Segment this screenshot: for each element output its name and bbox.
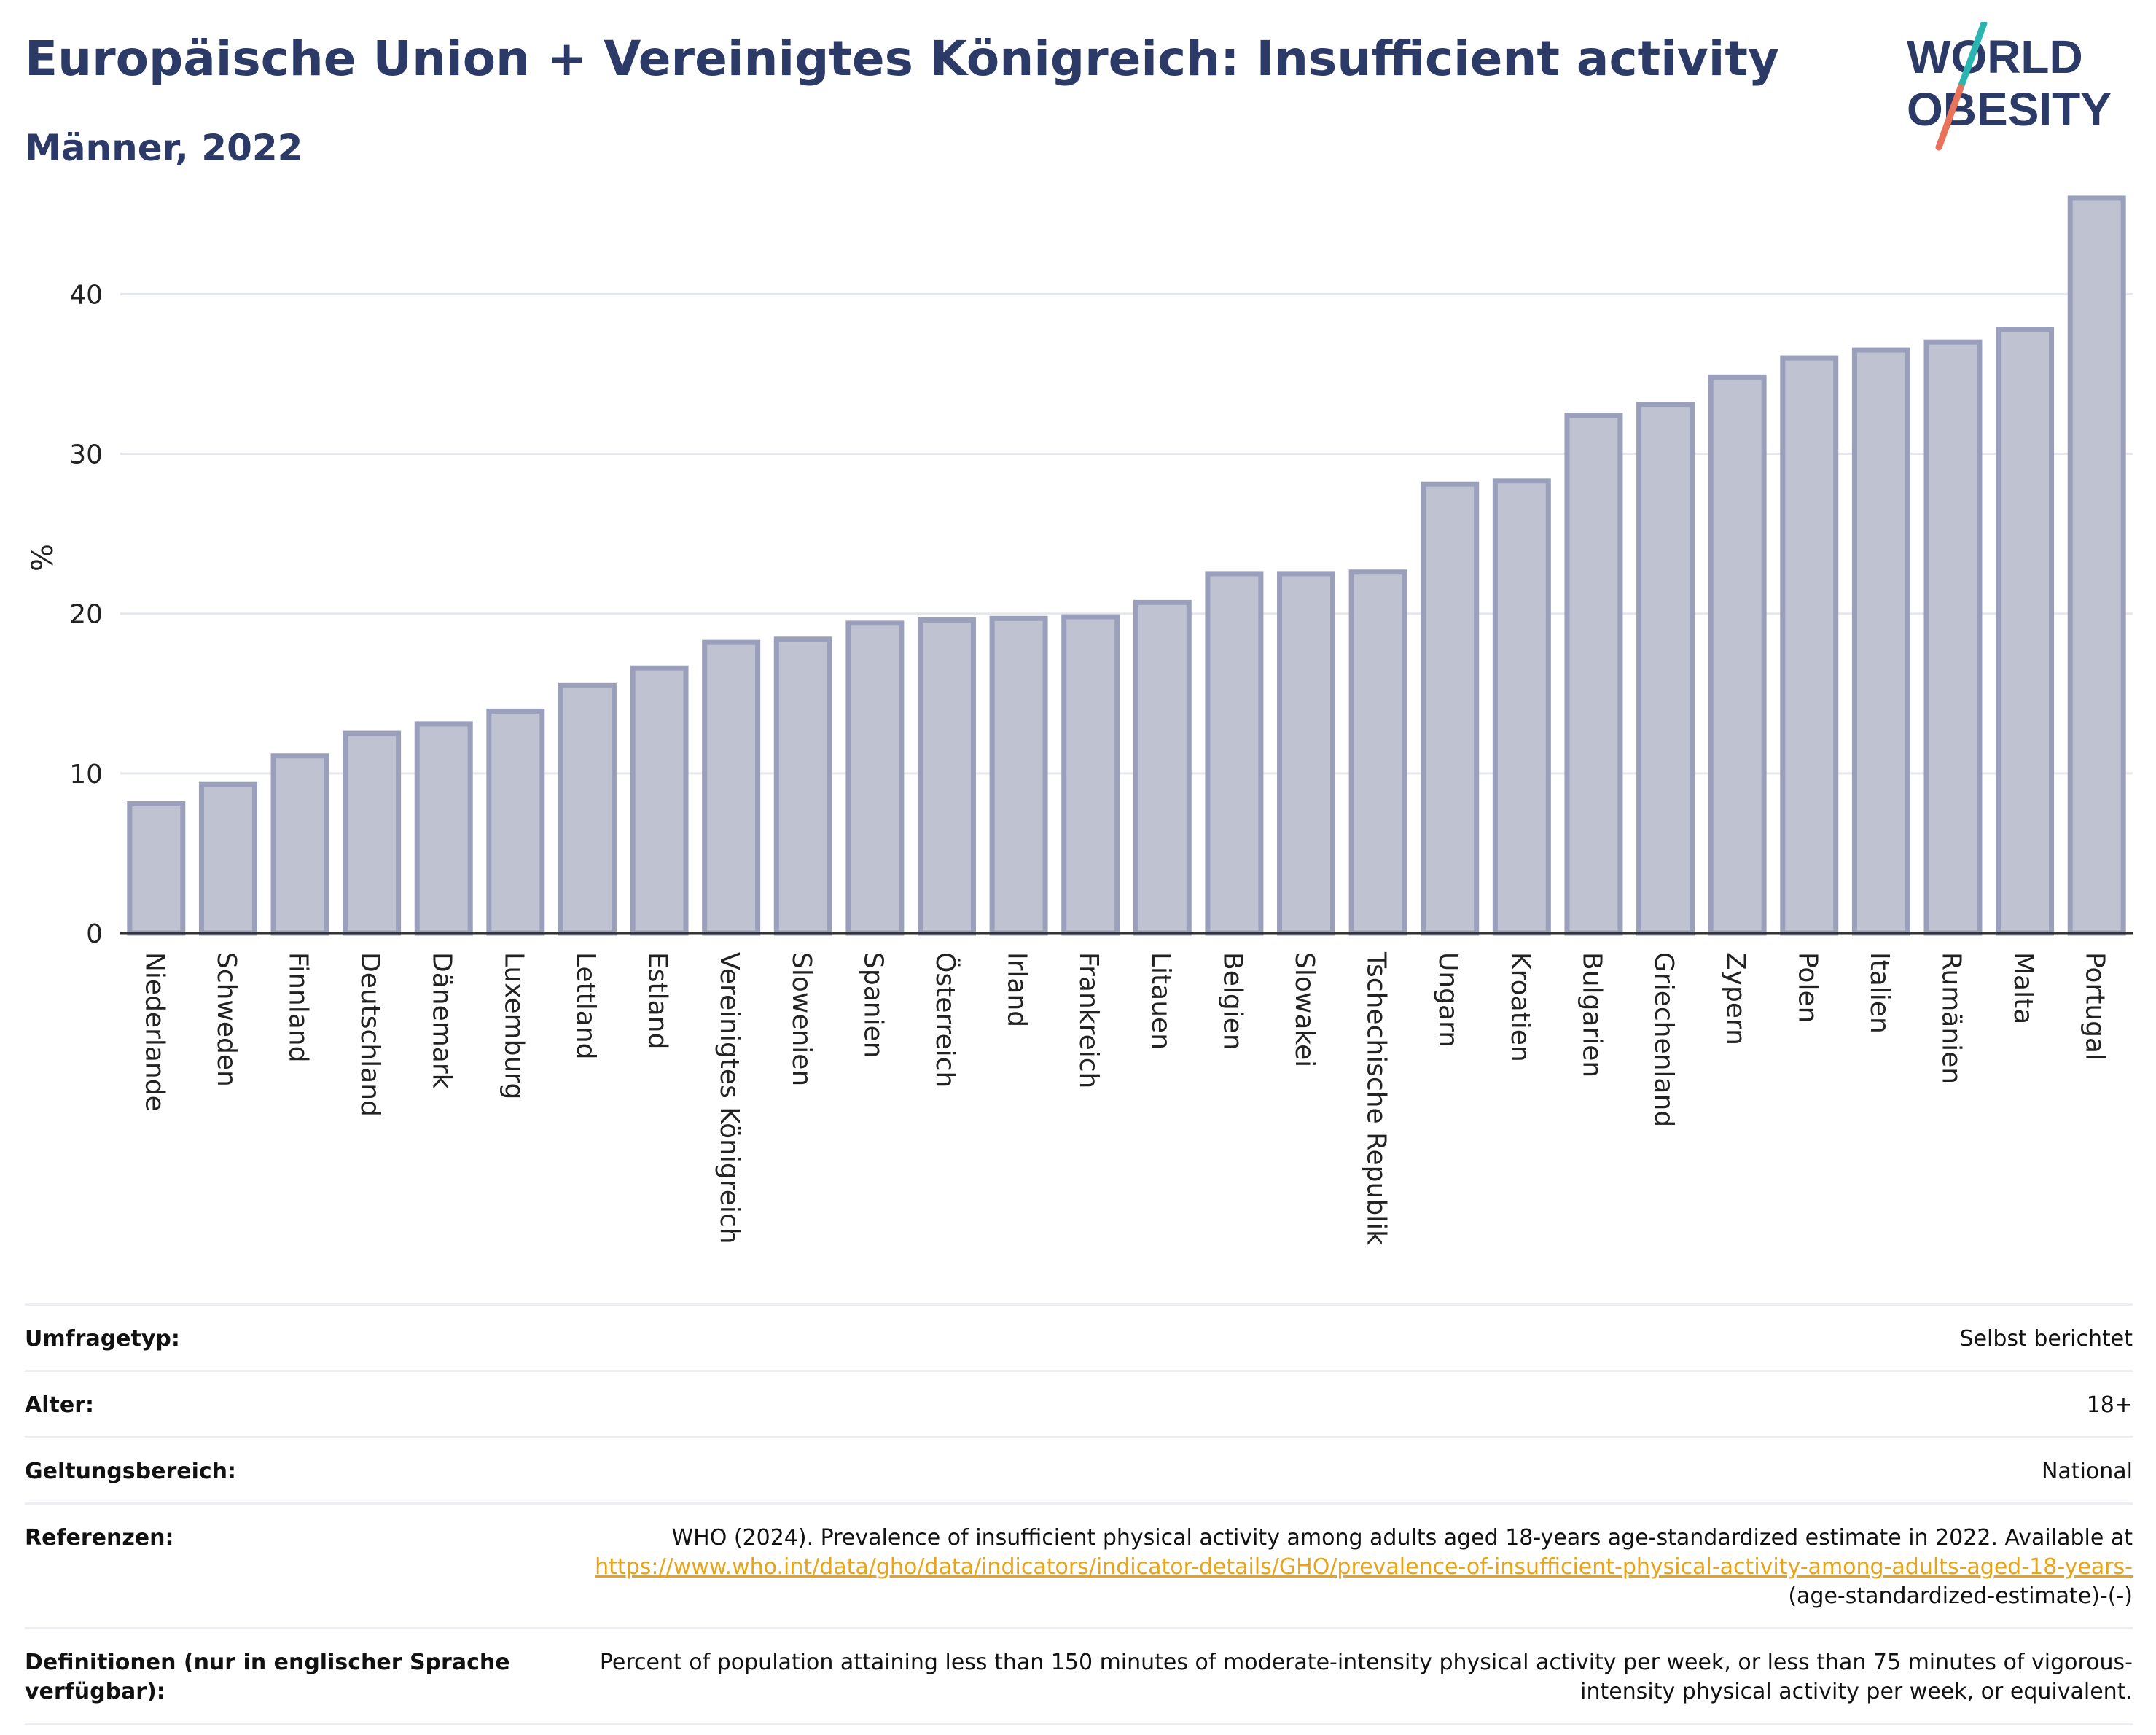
x-tick-label: Kroatien	[1505, 952, 1535, 1062]
x-tick-label: Griechenland	[1649, 952, 1679, 1127]
y-tick-label: 0	[86, 919, 103, 949]
meta-row-survey-type: Umfragetyp: Selbst berichtet	[25, 1303, 2133, 1370]
x-tick-label: Österreich	[930, 952, 961, 1088]
bar	[1923, 339, 1983, 936]
x-tick-label: Malta	[2008, 952, 2038, 1024]
bar	[1492, 478, 1551, 936]
x-tick-label: Finnland	[284, 952, 313, 1062]
age-label: Alter:	[25, 1392, 94, 1418]
bar-chart: 0 10 20 30 40% Niederlande Schweden Finnland Deu…	[26, 195, 2133, 1245]
meta-row-references: Referenzen: WHO (2024). Prevalence of in…	[25, 1502, 2133, 1627]
references-value: WHO (2024). Prevalence of insufficient p…	[550, 1524, 2133, 1611]
bar	[343, 730, 402, 936]
bar	[127, 800, 186, 936]
bar	[198, 781, 257, 936]
bar	[270, 753, 329, 936]
bar	[2067, 195, 2126, 936]
references-label: Referenzen:	[25, 1525, 174, 1551]
page-subtitle: Männer, 2022	[25, 127, 303, 169]
x-tick-label: Niederlande	[139, 952, 169, 1112]
bar	[1708, 374, 1767, 936]
x-tick-label: Rumänien	[1936, 952, 1966, 1084]
x-tick-label: Luxemburg	[499, 952, 528, 1099]
bar	[1564, 413, 1623, 936]
x-tick-label: Dänemark	[427, 952, 457, 1089]
x-tick-label: Estland	[643, 952, 673, 1049]
bar	[486, 708, 545, 936]
world-obesity-logo: WORLD OBESITY	[1907, 22, 2112, 151]
bar	[989, 615, 1048, 936]
x-tick-label: Slowakei	[1289, 952, 1319, 1067]
x-tick-label: Belgien	[1217, 952, 1247, 1050]
x-tick-label: Zypern	[1721, 952, 1751, 1045]
y-tick-label: 30	[69, 440, 103, 470]
logo-line2: OBESITY	[1907, 83, 2112, 136]
bar	[1636, 402, 1695, 936]
survey-type-value: Selbst berichtet	[1959, 1326, 2133, 1352]
x-tick-label: Litauen	[1146, 952, 1176, 1050]
x-tick-label: Polen	[1792, 952, 1822, 1023]
y-tick-label: 10	[69, 760, 103, 789]
bar	[1061, 614, 1120, 936]
x-tick-label: Bulgarien	[1577, 952, 1606, 1077]
references-link[interactable]: https://www.who.int/data/gho/data/indica…	[595, 1554, 2133, 1580]
logo-line1: WORLD	[1907, 31, 2083, 83]
x-tick-label: Deutschland	[355, 952, 385, 1117]
bar	[558, 682, 617, 936]
definitions-label: Definitionen (nur in englischer Sprache …	[25, 1650, 510, 1704]
x-tick-label: Portugal	[2080, 952, 2110, 1061]
x-tick-label: Italien	[1864, 952, 1894, 1034]
bar	[1133, 599, 1192, 936]
metadata-table: Umfragetyp: Selbst berichtet Alter: 18+ …	[25, 1303, 2133, 1725]
x-tick-label: Ungarn	[1433, 952, 1463, 1048]
meta-row-age: Alter: 18+	[25, 1370, 2133, 1436]
page-title: Europäische Union + Vereinigtes Königrei…	[25, 31, 1779, 87]
scope-label: Geltungsbereich:	[25, 1459, 237, 1484]
age-value: 18+	[2086, 1392, 2133, 1418]
bar	[1277, 571, 1336, 936]
bar	[414, 721, 473, 936]
meta-row-scope: Geltungsbereich: National	[25, 1436, 2133, 1502]
bar	[702, 639, 761, 936]
scope-value: National	[2041, 1459, 2133, 1484]
bar	[1851, 347, 1910, 936]
bar	[630, 665, 689, 936]
x-tick-label: Irland	[1002, 952, 1032, 1027]
references-suffix: (age-standardized-estimate)-(-)	[1788, 1583, 2133, 1609]
y-axis-label: %	[26, 544, 60, 572]
bar	[1996, 327, 2055, 936]
x-tick-label: Slowenien	[786, 952, 816, 1086]
bar	[845, 620, 905, 936]
bar	[1421, 481, 1480, 936]
x-tick-label: Tschechische Republik	[1362, 951, 1391, 1245]
bar	[1348, 569, 1407, 936]
meta-row-definitions: Definitionen (nur in englischer Sprache …	[25, 1627, 2133, 1725]
bar	[1780, 355, 1839, 936]
definitions-value: Percent of population attaining less tha…	[599, 1650, 2133, 1704]
bar	[917, 617, 976, 936]
x-tick-label: Vereinigtes Königreich	[714, 952, 744, 1244]
y-tick-label: 20	[69, 600, 103, 630]
x-tick-label: Frankreich	[1074, 952, 1104, 1088]
x-tick-label: Lettland	[571, 952, 601, 1060]
x-tick-label: Spanien	[858, 952, 888, 1058]
x-tick-label: Schweden	[211, 952, 241, 1087]
bar	[773, 636, 832, 936]
references-text: WHO (2024). Prevalence of insufficient p…	[671, 1525, 2133, 1551]
y-tick-label: 40	[69, 280, 103, 310]
bar	[1205, 571, 1264, 936]
survey-type-label: Umfragetyp:	[25, 1326, 180, 1352]
